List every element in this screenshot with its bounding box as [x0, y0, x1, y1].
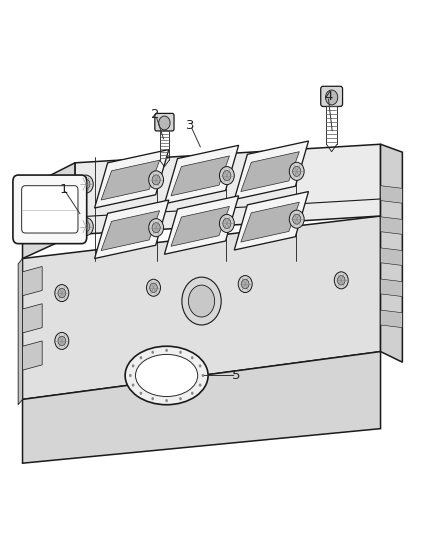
Polygon shape	[171, 156, 230, 196]
Polygon shape	[234, 191, 308, 250]
Circle shape	[223, 219, 231, 229]
Circle shape	[182, 277, 221, 325]
Circle shape	[149, 219, 163, 237]
Polygon shape	[381, 310, 403, 328]
Polygon shape	[75, 144, 381, 235]
Polygon shape	[101, 160, 159, 200]
Circle shape	[132, 364, 134, 367]
Circle shape	[150, 283, 157, 293]
Polygon shape	[22, 341, 42, 370]
Text: 3: 3	[187, 119, 195, 132]
Circle shape	[223, 171, 231, 181]
FancyBboxPatch shape	[13, 175, 87, 244]
Polygon shape	[381, 279, 403, 296]
Circle shape	[152, 351, 154, 354]
Circle shape	[82, 222, 90, 232]
Polygon shape	[95, 200, 169, 259]
Polygon shape	[22, 216, 381, 399]
Circle shape	[241, 279, 249, 289]
Circle shape	[55, 285, 69, 302]
Circle shape	[129, 374, 132, 377]
Circle shape	[165, 399, 168, 402]
Polygon shape	[22, 352, 381, 463]
Ellipse shape	[135, 354, 198, 397]
Polygon shape	[22, 163, 75, 259]
Circle shape	[191, 392, 194, 395]
FancyBboxPatch shape	[155, 114, 174, 131]
Text: 5: 5	[232, 369, 241, 382]
Text: 4: 4	[324, 90, 332, 103]
Circle shape	[219, 166, 234, 184]
Circle shape	[140, 356, 142, 359]
Circle shape	[82, 179, 90, 189]
Circle shape	[219, 214, 234, 232]
Polygon shape	[164, 146, 239, 204]
Polygon shape	[381, 185, 403, 203]
Circle shape	[199, 364, 201, 367]
Text: 2: 2	[152, 109, 160, 122]
Circle shape	[201, 374, 204, 377]
Polygon shape	[18, 259, 22, 405]
Polygon shape	[171, 206, 230, 246]
FancyBboxPatch shape	[321, 86, 343, 107]
Circle shape	[78, 217, 93, 236]
Polygon shape	[22, 266, 42, 296]
Circle shape	[58, 336, 66, 345]
Circle shape	[147, 279, 160, 296]
Circle shape	[191, 356, 194, 359]
Polygon shape	[381, 217, 403, 235]
Circle shape	[337, 276, 345, 285]
Circle shape	[55, 333, 69, 350]
Polygon shape	[381, 144, 403, 362]
Circle shape	[132, 384, 134, 387]
Polygon shape	[241, 202, 299, 242]
Polygon shape	[241, 152, 299, 191]
Circle shape	[152, 223, 160, 233]
Circle shape	[78, 175, 93, 193]
Polygon shape	[22, 304, 42, 333]
Polygon shape	[381, 248, 403, 265]
FancyBboxPatch shape	[21, 185, 78, 233]
Circle shape	[179, 351, 182, 354]
Circle shape	[58, 288, 66, 298]
Circle shape	[149, 171, 163, 189]
Circle shape	[289, 210, 304, 228]
Circle shape	[140, 392, 142, 395]
Circle shape	[165, 349, 168, 352]
Circle shape	[199, 384, 201, 387]
Circle shape	[152, 397, 154, 400]
Polygon shape	[101, 211, 159, 251]
Circle shape	[325, 90, 338, 105]
Circle shape	[152, 175, 160, 185]
Polygon shape	[234, 141, 308, 199]
Circle shape	[293, 166, 301, 176]
Circle shape	[293, 214, 301, 224]
Circle shape	[159, 116, 170, 130]
Ellipse shape	[125, 346, 208, 405]
Polygon shape	[164, 196, 239, 254]
Circle shape	[179, 397, 182, 400]
Circle shape	[188, 285, 215, 317]
Polygon shape	[95, 150, 169, 208]
Circle shape	[238, 276, 252, 293]
Circle shape	[289, 163, 304, 180]
Text: 1: 1	[60, 183, 68, 196]
Circle shape	[334, 272, 348, 289]
